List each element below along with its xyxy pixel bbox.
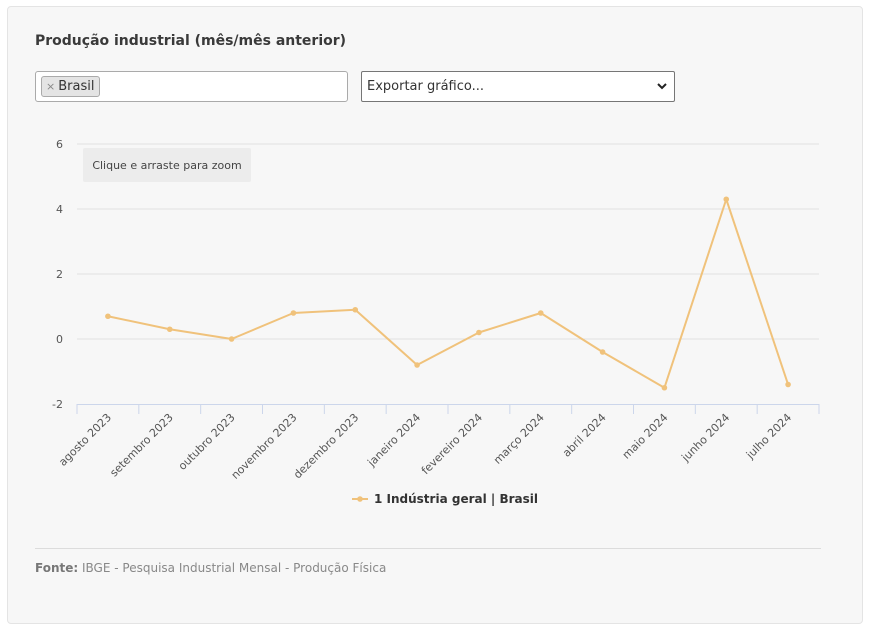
x-tick-label: novembro 2023: [229, 411, 300, 482]
source-label: Fonte:: [35, 561, 79, 575]
data-point[interactable]: [105, 313, 111, 320]
series-group: [105, 196, 791, 391]
legend-point-symbol: [357, 496, 363, 502]
data-point[interactable]: [537, 310, 544, 316]
chevron-down-icon: [657, 83, 667, 90]
x-tick-label: julho 2024: [743, 411, 794, 462]
y-tick-label: 2: [56, 268, 63, 281]
data-point[interactable]: [599, 349, 606, 355]
y-tick-label: 0: [56, 333, 63, 346]
zoom-hint-button[interactable]: Clique e arraste para zoom: [83, 148, 251, 182]
export-chart-select[interactable]: Exportar gráfico...: [361, 71, 675, 102]
x-tick-label: dezembro 2023: [291, 411, 361, 481]
data-point[interactable]: [476, 329, 482, 336]
x-tick-label: maio 2024: [620, 411, 671, 462]
location-filter-input[interactable]: × Brasil: [35, 71, 348, 102]
x-tick-label: abril 2024: [560, 411, 609, 460]
series-line: [107, 198, 790, 389]
y-tick-label: 6: [56, 138, 63, 151]
x-tick-label: agosto 2023: [56, 411, 114, 469]
y-tick-label: 4: [56, 203, 63, 216]
x-tick-label: março 2024: [491, 411, 547, 467]
data-point[interactable]: [414, 362, 420, 368]
legend[interactable]: 1 Indústria geral | Brasil: [352, 492, 538, 506]
chart-title: Produção industrial (mês/mês anterior): [35, 33, 347, 49]
x-tick-label: setembro 2023: [107, 411, 175, 479]
data-point[interactable]: [166, 326, 173, 333]
data-point[interactable]: [785, 381, 791, 388]
tag-remove-icon[interactable]: ×: [46, 80, 56, 93]
data-point[interactable]: [352, 306, 359, 313]
legend-label[interactable]: 1 Indústria geral | Brasil: [374, 492, 538, 506]
x-tick-label: outubro 2023: [176, 411, 238, 473]
source-text: IBGE - Pesquisa Industrial Mensal - Prod…: [82, 561, 387, 575]
data-point[interactable]: [661, 384, 668, 391]
tag-label: Brasil: [58, 79, 95, 94]
y-tick-label: -2: [52, 398, 63, 411]
footer-divider: [35, 548, 821, 549]
export-select-value: Exportar gráfico...: [367, 79, 485, 94]
source-note: Fonte: IBGE - Pesquisa Industrial Mensal…: [35, 561, 386, 575]
chart-card: [7, 6, 863, 624]
data-point[interactable]: [228, 336, 235, 342]
grid-lines: [77, 143, 819, 340]
tag-brasil[interactable]: × Brasil: [41, 76, 101, 97]
data-point[interactable]: [290, 310, 297, 316]
x-tick-label: junho 2024: [678, 411, 732, 465]
data-point[interactable]: [723, 196, 730, 203]
x-tick-label: janeiro 2024: [364, 411, 423, 470]
x-tick-label: fevereiro 2024: [419, 411, 485, 477]
y-axis-ticks: -2 0 2 4 6: [52, 138, 63, 411]
